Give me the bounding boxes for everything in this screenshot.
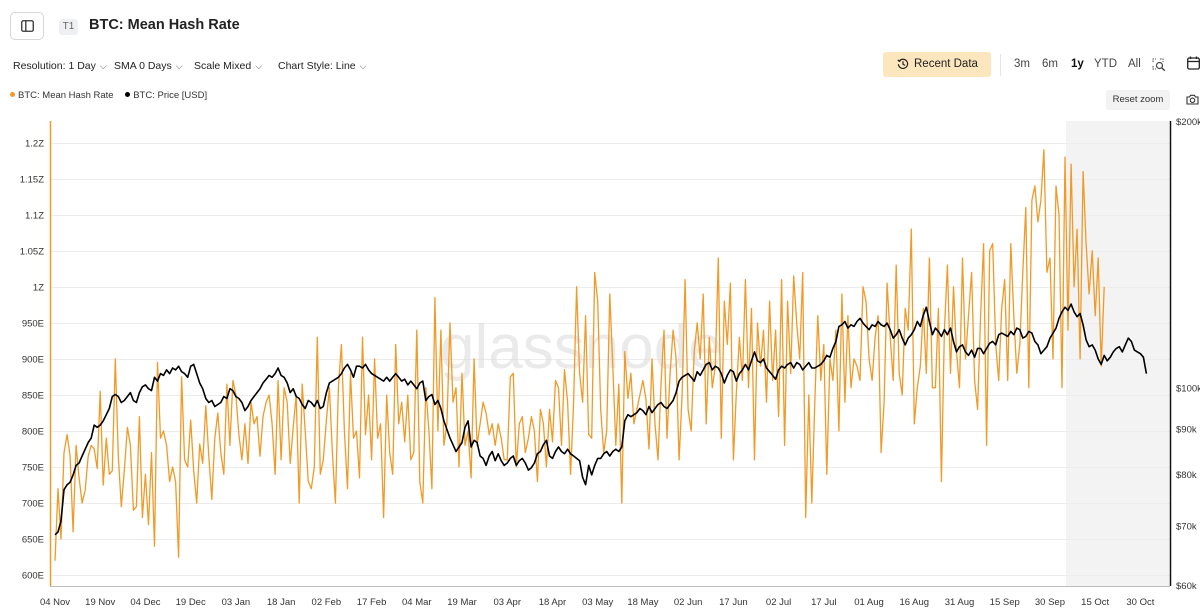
x-tick-label: 15 Sep xyxy=(990,597,1020,608)
sma-dropdown[interactable]: SMA 0 Days ⌵ xyxy=(114,60,183,72)
chart-toolbar: Resolution: 1 Day ⌵ SMA 0 Days ⌵ Scale Mix… xyxy=(0,52,1200,80)
x-tick-label: 04 Dec xyxy=(130,597,160,608)
chevron-down-icon: ⌵ xyxy=(175,61,183,71)
toolbar-divider xyxy=(1000,54,1001,76)
left-tick-label: 900E xyxy=(22,355,44,366)
right-tick-label: $60k xyxy=(1176,581,1197,592)
right-tick-label: $200k xyxy=(1176,117,1200,128)
zoom-select-icon[interactable] xyxy=(1152,58,1166,72)
legend-label-price: BTC: Price [USD] xyxy=(133,90,208,101)
legend-dot-black xyxy=(125,92,131,97)
left-tick-label: 1.15Z xyxy=(20,175,44,186)
recent-data-button[interactable]: Recent Data xyxy=(883,52,991,77)
legend-label-hash-rate: BTC: Mean Hash Rate xyxy=(18,90,114,101)
sidebar-toggle-button[interactable] xyxy=(10,12,44,40)
x-tick-label: 18 May xyxy=(627,597,658,608)
chart-legend: BTC: Mean Hash Rate BTC: Price [USD] xyxy=(10,90,207,101)
tier-badge: T1 xyxy=(59,19,78,35)
left-tick-label: 1.2Z xyxy=(25,139,44,150)
left-tick-label: 800E xyxy=(22,427,44,438)
x-tick-label: 04 Mar xyxy=(402,597,432,608)
right-tick-label: $80k xyxy=(1176,470,1197,481)
left-tick-label: 1Z xyxy=(33,283,44,294)
x-tick-label: 17 Feb xyxy=(357,597,387,608)
resolution-label: Resolution: 1 Day xyxy=(13,60,96,72)
range-all-button[interactable]: All xyxy=(1128,58,1141,70)
right-axis-ticks: $60k $70k $80k $90k $100k $200k xyxy=(1176,117,1200,592)
camera-icon[interactable] xyxy=(1186,94,1199,105)
x-tick-label: 16 Aug xyxy=(899,597,929,608)
x-tick-label: 19 Dec xyxy=(176,597,206,608)
history-icon xyxy=(897,58,909,70)
sidebar-toggle-icon xyxy=(21,20,34,32)
scale-label: Scale Mixed xyxy=(194,60,252,72)
x-tick-label: 30 Oct xyxy=(1126,597,1154,608)
right-tick-label: $70k xyxy=(1176,521,1197,532)
right-tick-label: $90k xyxy=(1176,424,1197,435)
header-bar: T1 BTC: Mean Hash Rate xyxy=(0,0,1200,46)
right-tick-label: $100k xyxy=(1176,384,1200,395)
legend-dot-orange xyxy=(10,92,15,97)
x-tick-label: 02 Jul xyxy=(766,597,791,608)
sma-label: SMA 0 Days xyxy=(114,60,172,72)
chart-style-label: Chart Style: Line xyxy=(278,60,356,72)
watermark-text: glassnode xyxy=(440,313,723,382)
left-tick-label: 1.05Z xyxy=(20,247,44,258)
resolution-dropdown[interactable]: Resolution: 1 Day ⌵ xyxy=(13,60,107,72)
range-ytd-button[interactable]: YTD xyxy=(1094,58,1117,70)
scale-dropdown[interactable]: Scale Mixed ⌵ xyxy=(194,60,262,72)
price-series-line xyxy=(54,303,1148,536)
left-tick-label: 600E xyxy=(22,571,44,582)
left-tick-label: 650E xyxy=(22,535,44,546)
x-tick-label: 01 Aug xyxy=(854,597,884,608)
recent-data-label: Recent Data xyxy=(914,58,978,70)
page-title: BTC: Mean Hash Rate xyxy=(89,17,240,33)
x-tick-label: 17 Jul xyxy=(811,597,836,608)
x-tick-label: 31 Aug xyxy=(945,597,975,608)
left-tick-label: 1.1Z xyxy=(25,211,44,222)
legend-item-hash-rate[interactable]: BTC: Mean Hash Rate xyxy=(10,90,114,101)
left-tick-label: 950E xyxy=(22,319,44,330)
x-tick-label: 03 Apr xyxy=(494,597,521,608)
range-6m-button[interactable]: 6m xyxy=(1042,58,1058,70)
left-tick-label: 700E xyxy=(22,499,44,510)
chevron-down-icon: ⌵ xyxy=(255,61,263,71)
x-tick-label: 02 Jun xyxy=(674,597,703,608)
left-tick-label: 850E xyxy=(22,391,44,402)
calendar-icon[interactable] xyxy=(1187,56,1200,70)
recent-data-shade xyxy=(1066,121,1169,586)
x-tick-label: 03 Jan xyxy=(222,597,251,608)
x-tick-label: 02 Feb xyxy=(312,597,342,608)
left-tick-label: 750E xyxy=(22,463,44,474)
x-tick-label: 18 Jan xyxy=(267,597,296,608)
x-tick-label: 19 Mar xyxy=(447,597,477,608)
x-tick-label: 19 Nov xyxy=(85,597,115,608)
x-tick-label: 17 Jun xyxy=(719,597,748,608)
hash-rate-series-line xyxy=(54,149,1105,561)
left-axis-ticks: 600E 650E 700E 750E 800E 850E 900E 950E 1Z 1.05Z 1… xyxy=(20,139,44,582)
chart-style-dropdown[interactable]: Chart Style: Line ⌵ xyxy=(278,60,366,72)
x-tick-label: 15 Oct xyxy=(1081,597,1109,608)
legend-item-price[interactable]: BTC: Price [USD] xyxy=(125,90,207,101)
chevron-down-icon: ⌵ xyxy=(359,61,367,71)
range-3m-button[interactable]: 3m xyxy=(1014,58,1030,70)
x-tick-label: 04 Nov xyxy=(40,597,70,608)
x-tick-label: 30 Sep xyxy=(1035,597,1065,608)
x-tick-label: 18 Apr xyxy=(539,597,566,608)
reset-zoom-button[interactable]: Reset zoom xyxy=(1106,90,1170,110)
chevron-down-icon: ⌵ xyxy=(99,61,107,71)
x-tick-label: 03 May xyxy=(582,597,613,608)
range-1y-button[interactable]: 1y xyxy=(1071,58,1084,70)
x-axis-ticks: 04 Nov 19 Nov 04 Dec 19 Dec 03 Jan 18 Jan 02 F… xyxy=(40,597,1155,608)
